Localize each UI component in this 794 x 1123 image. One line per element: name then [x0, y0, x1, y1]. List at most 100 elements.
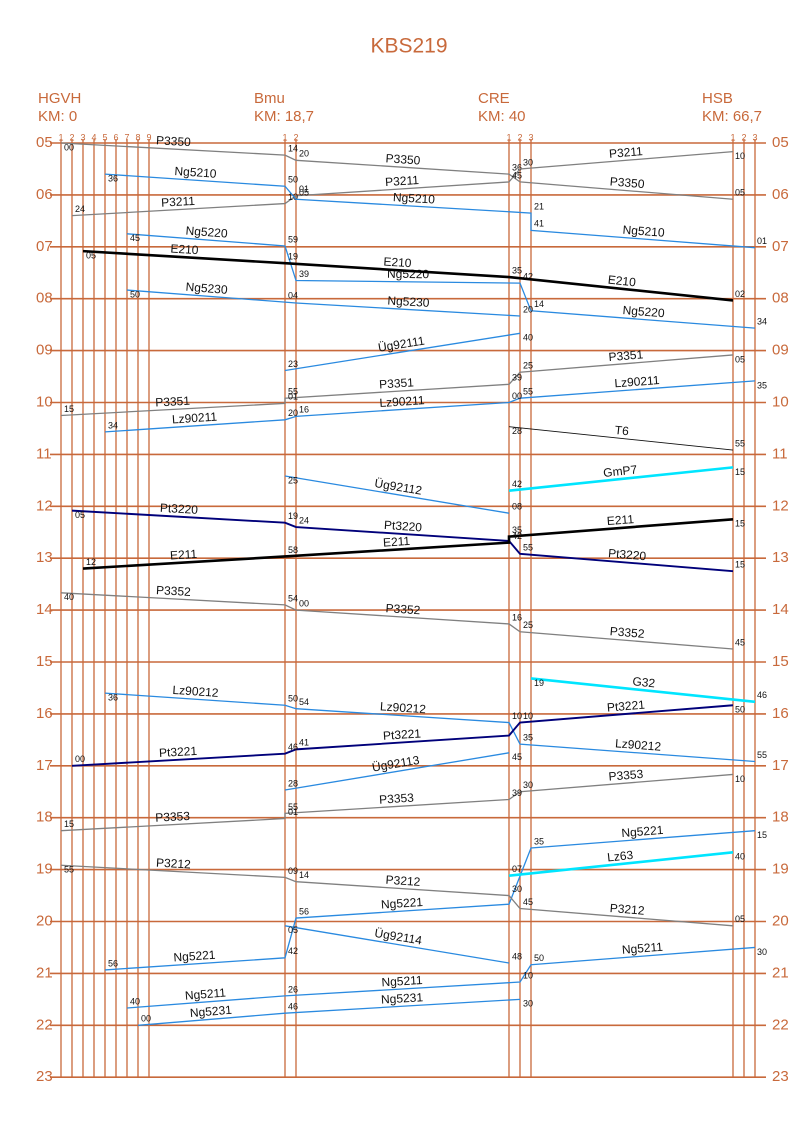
hour-label: 14 [36, 601, 53, 618]
train-name: Ng5211 [184, 986, 226, 1003]
train-path [126, 946, 756, 1009]
minute-label: 00 [299, 598, 309, 608]
minute-label: 01 [757, 236, 767, 246]
train-name: E211 [383, 534, 411, 550]
minute-label: 14 [288, 143, 298, 153]
train-path [60, 592, 734, 650]
hour-label: 09 [36, 342, 53, 359]
minute-label: 40 [523, 333, 533, 343]
minute-label: 10 [735, 774, 745, 784]
hour-label: 11 [36, 445, 52, 462]
minute-label: 23 [288, 359, 298, 369]
train-name: Ng5230 [185, 280, 228, 297]
title: KBS219 [370, 35, 447, 58]
hour-label: 21 [772, 964, 789, 981]
hour-label: 08 [772, 290, 789, 307]
train-path [508, 466, 734, 493]
hour-label: 20 [772, 912, 789, 929]
minute-label: 16 [299, 405, 309, 415]
minute-label: 30 [523, 157, 533, 167]
minute-label: 24 [299, 515, 309, 525]
train-name: Lz90211 [171, 410, 217, 427]
hour-label: 19 [772, 861, 789, 878]
minute-label: 39 [299, 269, 309, 279]
hour-label: 15 [36, 653, 53, 670]
hour-label: 09 [772, 342, 789, 359]
minute-label: 15 [735, 519, 745, 529]
minute-label: 45 [735, 637, 745, 647]
minute-label: 25 [288, 475, 298, 485]
hour-label: 13 [36, 549, 53, 566]
minute-label: 00 [75, 754, 85, 764]
train-name: Ng5220 [622, 303, 665, 320]
minute-label: 05 [86, 251, 96, 261]
train-name: P3212 [385, 873, 421, 889]
minute-label: 45 [512, 170, 522, 180]
train-path [508, 851, 734, 877]
hour-label: 22 [36, 1016, 53, 1033]
minute-label: 54 [288, 593, 298, 603]
minute-label: 45 [523, 897, 533, 907]
train-name: Ng5231 [189, 1003, 232, 1020]
minute-label: 42 [512, 531, 522, 541]
train-path [284, 475, 510, 514]
hour-label: 14 [772, 601, 789, 618]
station-name: CRE [478, 90, 510, 107]
hour-label: 17 [36, 757, 53, 774]
minute-label: 46 [288, 742, 298, 752]
train-path [71, 704, 734, 767]
hour-label: 07 [772, 238, 789, 255]
train-path [60, 142, 734, 200]
minute-label: 55 [735, 438, 745, 448]
minute-label: 48 [512, 951, 522, 961]
train-name: P3352 [385, 601, 421, 617]
minute-label: 21 [534, 201, 544, 211]
track-number: 3 [528, 132, 533, 142]
track-number: 2 [293, 132, 298, 142]
minute-label: 19 [288, 511, 298, 521]
minute-label: 55 [757, 750, 767, 760]
minute-label: 41 [299, 738, 309, 748]
track-number: 5 [102, 132, 107, 142]
minute-label: 00 [64, 142, 74, 152]
train-name: P3352 [609, 624, 645, 641]
hour-label: 13 [772, 549, 789, 566]
minute-label: 35 [523, 733, 533, 743]
minute-label: 46 [288, 1002, 298, 1012]
train-name: P3211 [161, 194, 196, 210]
minute-label: 19 [288, 252, 298, 262]
train-name: GmP7 [603, 463, 639, 480]
train-name: Ng5221 [621, 823, 664, 840]
train-name: Lz90211 [614, 373, 660, 390]
minute-label: 01 [288, 807, 298, 817]
train-name: T6 [614, 423, 630, 438]
track-number: 3 [80, 132, 85, 142]
minute-label: 39 [512, 788, 522, 798]
minute-label: 35 [512, 525, 522, 535]
minute-label: 30 [512, 884, 522, 894]
train-name: Lz90212 [380, 699, 427, 716]
train-name: Pt3221 [606, 698, 645, 715]
minute-label: 15 [64, 404, 74, 414]
minute-label: 40 [64, 592, 74, 602]
train-name: Ng5220 [185, 223, 228, 240]
minute-label: 41 [534, 219, 544, 229]
station-km: KM: 0 [38, 108, 77, 125]
minute-label: 45 [130, 233, 140, 243]
hour-label: 12 [772, 497, 789, 514]
minute-label: 42 [523, 272, 533, 282]
minute-label: 02 [735, 289, 745, 299]
minute-label: 56 [108, 958, 118, 968]
train-name: Ng5210 [174, 164, 217, 181]
track-number: 1 [730, 132, 735, 142]
minute-label: 01 [288, 392, 298, 402]
minute-label: 05 [735, 188, 745, 198]
minute-label: 34 [757, 316, 767, 326]
train-name: Ng5211 [621, 940, 663, 957]
train-name: E210 [170, 242, 199, 258]
minute-label: 50 [735, 705, 745, 715]
train-name: P3350 [385, 151, 421, 167]
train-name: Pt3221 [383, 726, 422, 742]
station-name: HSB [702, 90, 733, 107]
station-name: HGVH [38, 90, 81, 107]
